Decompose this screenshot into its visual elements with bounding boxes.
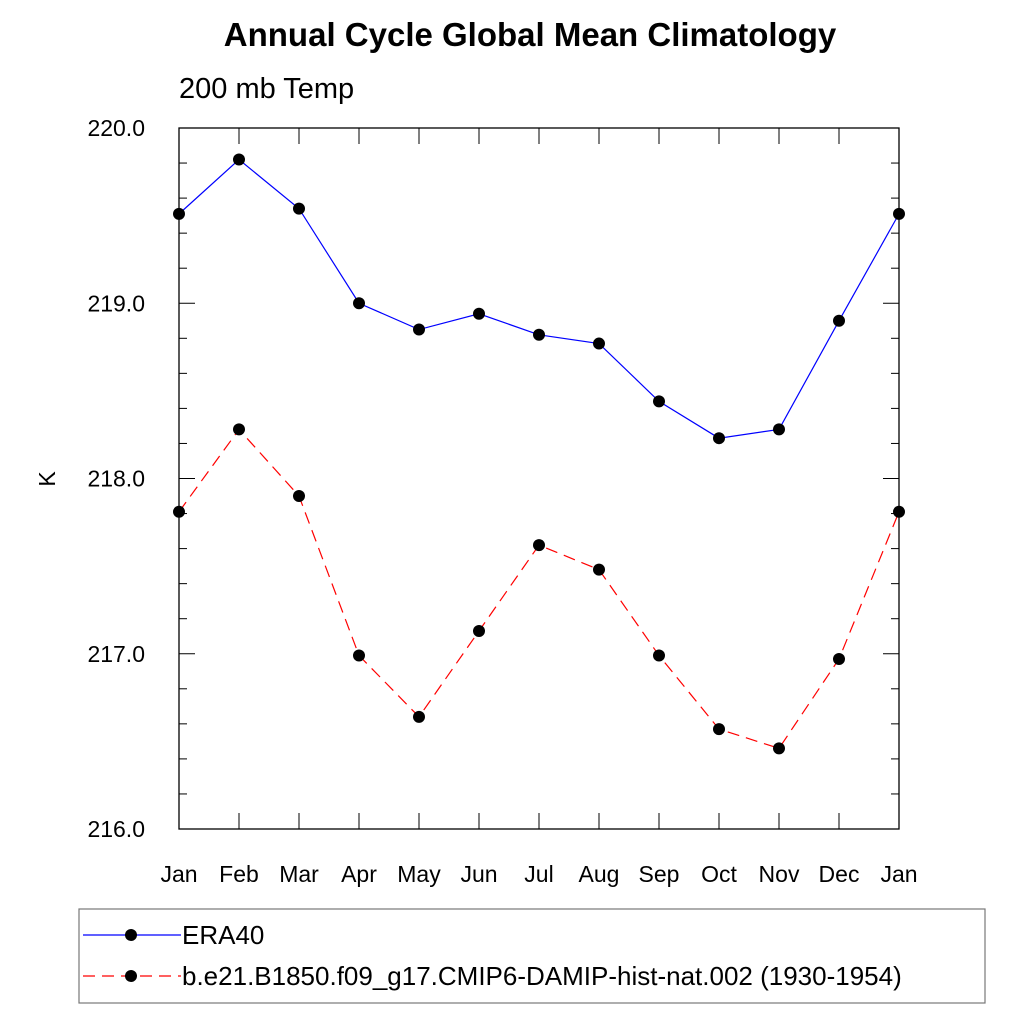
y-tick-label: 216.0 — [87, 816, 145, 842]
x-tick-label: Mar — [279, 861, 319, 887]
series-1-point — [353, 649, 365, 662]
x-tick-label: Oct — [701, 861, 737, 887]
series-0-point — [533, 328, 545, 341]
x-tick-label: Jan — [880, 861, 917, 887]
series-0-point — [233, 153, 245, 166]
series-1-point — [653, 649, 665, 662]
x-tick-label: Jul — [524, 861, 553, 887]
legend-label-era40: ERA40 — [182, 920, 264, 950]
legend-box — [78, 908, 986, 1004]
series-1-point — [773, 742, 785, 755]
series-1-point — [593, 563, 605, 576]
series-0-point — [773, 423, 785, 436]
x-tick-labels: Jan Feb Mar Apr May Jun Jul Aug Sep Oct Nov Dec Jan — [160, 861, 917, 887]
axis-ticks — [178, 127, 900, 830]
legend-marker-model — [125, 970, 137, 982]
series-layer — [173, 153, 905, 755]
series-0-point — [593, 337, 605, 350]
series-1-point — [233, 423, 245, 436]
legend: ERA40 b.e21.B1850.f09_g17.CMIP6-DAMIP-hi… — [78, 908, 986, 1004]
y-tick-label: 218.0 — [87, 466, 145, 492]
series-0-point — [653, 395, 665, 408]
series-0-point — [473, 307, 485, 320]
series-line-1 — [178, 428, 900, 750]
x-tick-label: Sep — [639, 861, 680, 887]
y-tick-label: 220.0 — [87, 115, 145, 141]
series-0-point — [833, 314, 845, 327]
x-tick-label: Aug — [579, 861, 620, 887]
legend-marker-era40 — [125, 929, 137, 941]
series-1-point — [413, 710, 425, 723]
y-axis-label: K — [34, 471, 60, 487]
series-line-0 — [178, 158, 900, 439]
x-tick-label: Jun — [460, 861, 497, 887]
x-tick-label: Apr — [341, 861, 377, 887]
series-1-point — [473, 624, 485, 637]
x-tick-label: Nov — [759, 861, 800, 887]
x-tick-label: May — [397, 861, 441, 887]
series-0-point — [353, 297, 365, 310]
chart-subtitle: 200 mb Temp — [179, 73, 354, 105]
x-tick-label: Dec — [819, 861, 860, 887]
legend-label-model: b.e21.B1850.f09_g17.CMIP6-DAMIP-hist-nat… — [182, 961, 902, 991]
series-1-point — [713, 723, 725, 736]
plot-frame — [178, 127, 900, 830]
series-1-point — [833, 653, 845, 666]
series-1-point — [533, 539, 545, 552]
chart-title: Annual Cycle Global Mean Climatology — [224, 16, 837, 53]
series-0-point — [713, 432, 725, 445]
series-0-point — [413, 323, 425, 336]
series-0-point — [293, 202, 305, 215]
series-1-point — [293, 490, 305, 503]
y-tick-label: 219.0 — [87, 290, 145, 316]
x-tick-label: Feb — [219, 861, 259, 887]
y-tick-labels: 216.0 217.0 218.0 219.0 220.0 — [87, 115, 145, 842]
x-tick-label: Jan — [160, 861, 197, 887]
y-tick-label: 217.0 — [87, 641, 145, 667]
